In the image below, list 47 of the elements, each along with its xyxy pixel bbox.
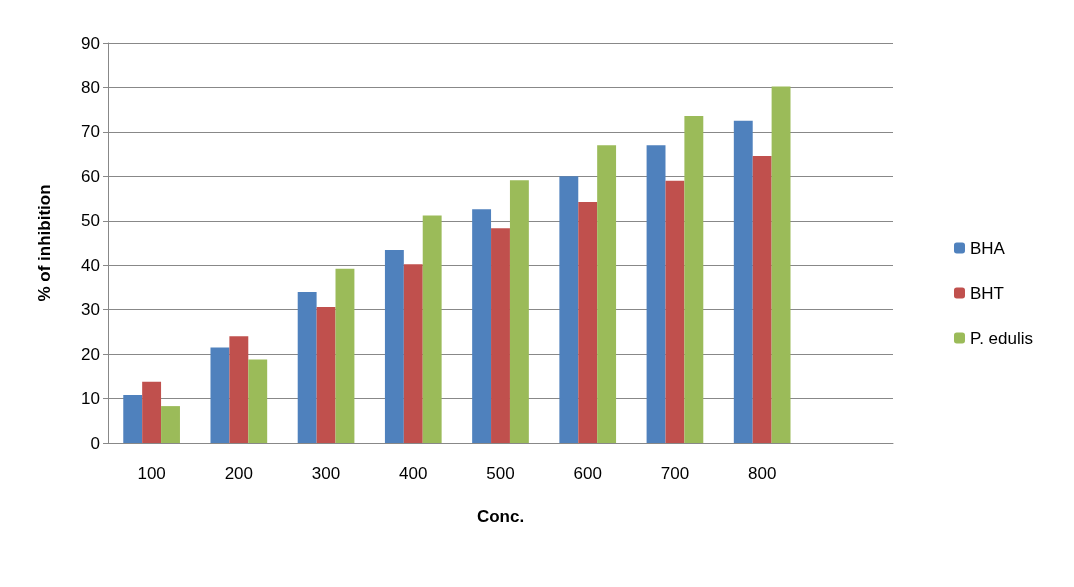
bar [752,155,772,443]
bar [161,406,180,443]
bar [316,307,336,443]
bar [684,115,704,443]
x-tick-label: 300 [311,464,341,483]
x-tick-label: 500 [486,464,515,483]
x-tick-label: 200 [224,464,254,483]
y-tick-label: 20 [81,344,100,364]
bar [597,145,617,443]
legend-label: BHT [969,283,1004,303]
bar [422,215,442,443]
bar [665,180,685,443]
y-tick-label: 0 [90,433,100,453]
legend-label: BHA [969,238,1006,258]
y-axis-title: % of inhibition [35,184,54,302]
y-tick-label: 30 [81,300,100,320]
y-tick-label: 40 [81,255,100,275]
bar [771,86,791,443]
bar [491,228,510,443]
x-tick-label: 800 [747,464,777,483]
bar [509,180,529,443]
x-tick-label: 100 [137,464,166,483]
bar [472,209,492,443]
x-tick-label: 600 [573,464,602,483]
x-tick-label: 400 [399,464,428,483]
y-tick-label: 80 [81,77,100,97]
y-tick-label: 10 [81,389,100,409]
bar [578,202,598,443]
y-tick-label: 70 [81,122,100,142]
x-axis-title: Conc. [476,507,525,526]
bar [123,395,143,443]
y-tick-label: 50 [81,211,100,231]
bar [559,176,579,443]
bar [646,145,666,443]
bar [384,250,404,443]
bar [229,336,249,443]
bar [733,120,753,443]
y-tick-label: 90 [81,33,100,53]
bar [335,268,355,443]
bar [297,291,317,443]
bar [248,359,268,443]
bar [142,381,162,443]
legend-label: P. edulis [969,328,1033,348]
y-tick-label: 60 [81,166,100,186]
bar [210,347,230,443]
bar [403,264,423,443]
x-tick-label: 700 [660,464,690,483]
